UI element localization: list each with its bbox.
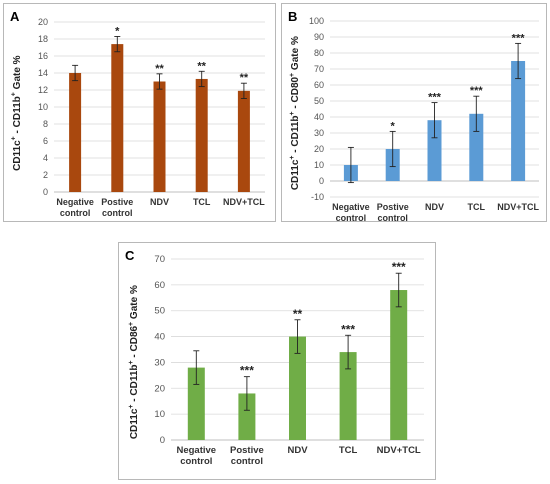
y-tick-label: 0 <box>43 187 48 197</box>
y-tick-label: 20 <box>314 144 324 154</box>
y-tick-label: 10 <box>154 409 165 420</box>
y-tick-label: 70 <box>314 64 324 74</box>
y-tick-label: 0 <box>319 176 324 186</box>
chart-b-svg: -100102030405060708090100Negativecontrol… <box>309 16 540 221</box>
x-tick-label: NDV+TCL <box>377 445 421 456</box>
x-tick-label: control <box>377 213 408 221</box>
y-tick-label: 80 <box>314 48 324 58</box>
significance-label: ** <box>240 72 249 84</box>
significance-label: *** <box>428 92 442 104</box>
y-tick-label: 40 <box>154 332 165 343</box>
y-tick-label: 16 <box>38 51 48 61</box>
y-tick-label: 10 <box>314 160 324 170</box>
y-axis-label-c: CD11c+ - CD11b+ - CD86+ Gate % <box>127 284 141 439</box>
y-tick-label: 14 <box>38 68 48 78</box>
y-tick-label: 30 <box>314 128 324 138</box>
y-tick-label: 30 <box>154 357 165 368</box>
x-tick-label: control <box>180 456 212 467</box>
chart-panel-c: 0 10 20 30 40 50 60 70 Negative control *** Postive… <box>118 242 436 480</box>
bar <box>111 44 124 192</box>
x-tick-label: NDV+TCL <box>223 197 265 207</box>
bar <box>427 120 442 181</box>
x-tick-label: Postive <box>101 197 133 207</box>
x-tick-label: Postive <box>230 445 264 456</box>
bar <box>390 290 408 440</box>
significance-label: *** <box>341 322 355 336</box>
significance-label: * <box>391 120 396 132</box>
chart-a-svg: 02468101214161820Negativecontrol*Postive… <box>38 17 265 218</box>
panel-letter-a: A <box>10 9 20 24</box>
y-tick-label: 50 <box>314 96 324 106</box>
panel-letter-c: C <box>125 248 135 263</box>
y-tick-label: 90 <box>314 32 324 42</box>
x-tick-label: Postive <box>377 202 409 212</box>
y-tick-label: 0 <box>160 435 165 446</box>
x-tick-label: TCL <box>193 197 211 207</box>
x-tick-label: control <box>336 213 367 221</box>
y-tick-label: 20 <box>38 17 48 27</box>
bar <box>187 367 205 440</box>
y-axis-label-a: CD11c+ - CD11b+ Gate % <box>10 55 24 172</box>
y-tick-label: 2 <box>43 170 48 180</box>
y-tick-label: 18 <box>38 34 48 44</box>
y-tick-label: 100 <box>309 16 324 26</box>
bar <box>289 336 306 440</box>
bar <box>153 81 166 192</box>
significance-label: *** <box>240 364 254 378</box>
y-axis-label-b: CD11c+ - CD11b+ - CD80+ Gate % <box>288 36 302 191</box>
significance-label: *** <box>512 32 526 44</box>
significance-label: ** <box>197 60 206 72</box>
bar <box>339 352 357 440</box>
x-tick-label: NDV <box>150 197 169 207</box>
x-tick-label: TCL <box>339 445 358 456</box>
bar <box>469 113 484 181</box>
y-tick-label: 12 <box>38 85 48 95</box>
x-tick-label: Negative <box>332 202 370 212</box>
y-tick-label: 8 <box>43 119 48 129</box>
bar <box>238 393 256 440</box>
x-tick-label: control <box>231 456 263 467</box>
chart-panel-b: -10 0 10 20 30 40 50 60 70 80 90 100 Negative control… <box>281 3 547 222</box>
y-tick-label: 50 <box>154 306 165 317</box>
bar <box>237 90 250 192</box>
bar <box>195 78 208 192</box>
y-tick-label: -10 <box>311 192 324 202</box>
x-tick-label: TCL <box>468 202 486 212</box>
chart-c-svg: 010203040506070Negativecontrol***Postive… <box>154 254 424 467</box>
x-tick-label: NDV <box>425 202 444 212</box>
y-tick-label: 4 <box>43 153 48 163</box>
significance-label: * <box>115 25 120 37</box>
y-tick-label: 10 <box>38 102 48 112</box>
y-tick-label: 40 <box>314 112 324 122</box>
significance-label: ** <box>155 63 164 75</box>
significance-label: ** <box>293 307 303 321</box>
y-tick-label: 6 <box>43 136 48 146</box>
x-tick-label: Negative <box>176 445 216 456</box>
y-tick-label: 20 <box>154 383 165 394</box>
chart-panel-a: 0 2 4 6 8 10 12 14 16 18 20 Negative control * Postive… <box>3 3 276 222</box>
y-tick-label: 70 <box>154 254 165 265</box>
x-tick-label: control <box>102 208 133 218</box>
x-tick-label: NDV+TCL <box>497 202 539 212</box>
y-tick-label: 60 <box>314 80 324 90</box>
panel-letter-b: B <box>288 9 298 24</box>
y-tick-label: 60 <box>154 280 165 291</box>
x-tick-label: NDV <box>287 445 308 456</box>
significance-label: *** <box>392 260 406 274</box>
bar <box>511 61 526 181</box>
bar <box>69 73 82 192</box>
x-tick-label: Negative <box>56 197 94 207</box>
significance-label: *** <box>470 85 484 97</box>
x-tick-label: control <box>60 208 91 218</box>
